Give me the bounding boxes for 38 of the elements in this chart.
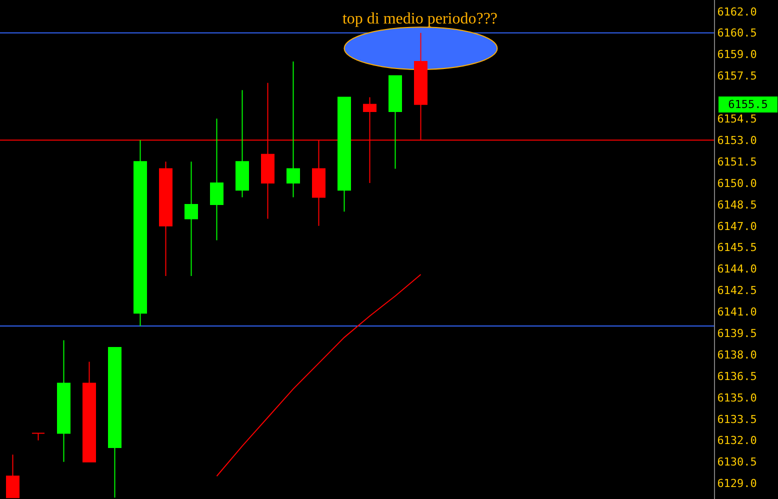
candlestick [6, 454, 20, 498]
candlestick [388, 75, 402, 170]
y-tick-label: 6151.5 [717, 155, 757, 168]
candlestick [184, 161, 198, 276]
y-tick-label: 6145.5 [717, 241, 757, 254]
y-tick-label: 6139.5 [717, 326, 757, 340]
candlestick [159, 161, 172, 276]
y-tick-label: 6157.5 [717, 70, 757, 83]
y-tick-label: 6148.5 [717, 198, 757, 212]
candlestick [57, 340, 70, 462]
candlestick [338, 96, 351, 212]
y-tick-label: 6130.5 [717, 456, 757, 469]
y-tick-label: 6141.0 [717, 306, 757, 319]
y-tick-label: 6135.0 [717, 391, 757, 404]
y-tick-label: 6162.0 [717, 5, 757, 18]
y-tick-label: 6147.0 [717, 220, 757, 233]
candlestick [210, 118, 224, 241]
candlestick [108, 346, 122, 498]
y-tick-label: 6160.5 [717, 26, 757, 40]
y-tick-label: 6144.0 [717, 262, 757, 276]
text: 6155.5 [728, 98, 768, 111]
candlestick [236, 90, 249, 198]
candlestick [32, 432, 45, 441]
y-tick-label: 6136.5 [717, 370, 757, 383]
candlestick [134, 140, 147, 326]
y-tick-label: 6132.0 [717, 434, 757, 448]
y-tick-label: 6129.0 [717, 477, 757, 490]
text: top di medio periodo??? [342, 10, 498, 28]
y-tick-label: 6142.5 [717, 284, 757, 298]
y-tick-label: 6154.5 [717, 112, 757, 126]
candlestick [82, 361, 96, 462]
line-series [216, 274, 422, 477]
y-tick-label: 6153.0 [717, 134, 757, 147]
candlestick [286, 60, 300, 198]
y-tick-label: 6159.0 [717, 48, 757, 62]
y-tick-label: 6150.0 [717, 176, 757, 190]
y-tick-label: 6133.5 [717, 412, 757, 426]
y-tick-label: 6138.0 [717, 348, 757, 362]
